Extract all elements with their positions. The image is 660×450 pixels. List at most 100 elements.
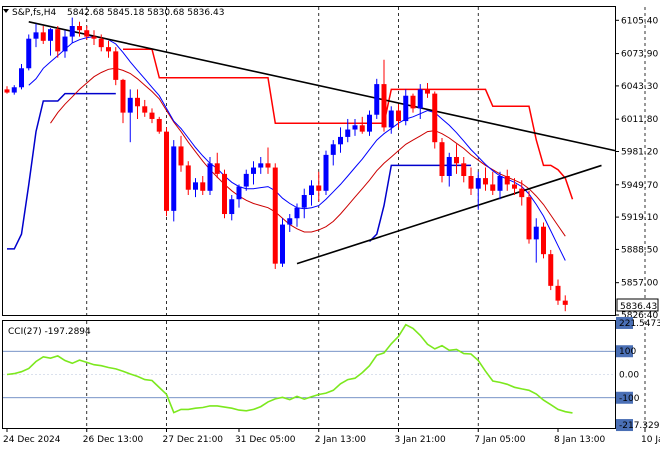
candle-body <box>84 30 90 37</box>
cci-axis-label-bg <box>616 345 633 358</box>
candle-body <box>142 106 148 113</box>
candle-body <box>439 142 445 176</box>
time-axis-label: 27 Dec 21:00 <box>163 435 224 445</box>
candle-body <box>69 26 75 37</box>
cci-title: CCI(27) -197.2894 <box>8 327 91 337</box>
candle-body <box>98 38 104 48</box>
candle-body <box>541 226 546 255</box>
candle-body <box>425 89 430 94</box>
time-axis-label: 31 Dec 05:00 <box>235 435 296 445</box>
candle-body <box>11 87 17 93</box>
candle-body <box>55 29 61 52</box>
candle-body <box>504 175 510 185</box>
slow-ma-line <box>50 67 566 237</box>
cci-axis-label: 100 <box>619 347 636 357</box>
candle-body <box>330 144 336 155</box>
price-axis-label: 6043.30 <box>621 82 658 92</box>
candle-body <box>526 197 532 240</box>
candle-body <box>316 185 322 191</box>
candle-body <box>229 199 235 215</box>
candle-body <box>156 118 162 132</box>
candle-body <box>4 89 10 93</box>
candle-body <box>410 95 416 109</box>
candle-body <box>222 173 227 215</box>
time-axis-label: 3 Jan 21:00 <box>395 435 447 445</box>
candle-body <box>352 125 358 130</box>
cci-axis-label-bg <box>616 391 633 404</box>
cci-line <box>6 323 573 414</box>
symbol-label[interactable]: S&P,fs,H4 <box>12 8 57 18</box>
candle-body <box>388 110 394 128</box>
cci-axis-label: 0.00 <box>619 371 639 381</box>
candle-body <box>512 184 517 189</box>
price-axis-label: 5857.00 <box>621 279 658 289</box>
time-axis-label: 7 Jan 05:00 <box>474 435 526 445</box>
time-axis-label: 26 Dec 13:00 <box>83 435 144 445</box>
candle-body <box>149 112 155 119</box>
candle-body <box>338 136 343 145</box>
candle-body <box>309 185 314 196</box>
trendlines <box>28 21 616 265</box>
candle-body <box>497 175 503 191</box>
cci-axis-label-bg <box>616 419 633 432</box>
candle-body <box>454 156 459 164</box>
candle-body <box>381 84 387 128</box>
candle-body <box>490 184 496 191</box>
candle-body <box>294 207 300 219</box>
candle-body <box>120 79 126 113</box>
candle-body <box>432 93 438 143</box>
candle-body <box>301 195 307 208</box>
candle-body <box>533 226 539 240</box>
candle-body <box>200 182 206 191</box>
cci-axis-label: 221.5473 <box>619 319 660 329</box>
time-axis: 24 Dec 2024 26 Dec 13:00 27 Dec 21:00 31 De… <box>3 428 660 445</box>
svg-text:5836.43: 5836.43 <box>620 302 657 312</box>
candle-body <box>359 125 365 132</box>
candle-body <box>272 167 278 264</box>
candle-body <box>287 218 293 225</box>
symbol-dropdown-icon[interactable] <box>3 9 9 13</box>
candle-body <box>19 68 24 88</box>
candle-body <box>214 163 220 174</box>
candle-body <box>243 173 249 187</box>
price-axis-label: 5888.50 <box>621 245 658 255</box>
candle-body <box>77 26 82 31</box>
candle-body <box>323 154 329 191</box>
candle-body <box>106 47 111 52</box>
candle-body <box>265 163 271 168</box>
price-axis-label: 5826.40 <box>621 311 658 321</box>
candle-body <box>446 156 452 176</box>
trailing-support-line <box>7 92 116 250</box>
price-axis-label: 5919.10 <box>621 213 658 223</box>
cci-axis-label: -100 <box>619 394 640 404</box>
candle-body <box>468 175 474 189</box>
price-axis: 6105.40 6073.90 6043.30 6011.80 5981.20 5949.… <box>615 16 658 321</box>
candle-body <box>40 32 46 41</box>
candle-body <box>171 146 177 211</box>
candle-body <box>374 84 380 115</box>
candle-body <box>475 178 481 189</box>
candles <box>4 17 568 312</box>
price-axis-label: 5981.20 <box>621 147 658 157</box>
price-axis-label: 5949.70 <box>621 181 658 191</box>
candle-body <box>164 131 169 211</box>
cci-series-line <box>6 323 573 414</box>
candle-body <box>562 300 568 305</box>
trailing-support-line <box>368 164 471 243</box>
candle-body <box>403 95 409 122</box>
time-axis-label: 2 Jan 13:00 <box>315 435 367 445</box>
price-axis-label: 6011.80 <box>621 115 658 125</box>
current-price-marker: 5836.43 <box>616 298 659 312</box>
candle-body <box>193 182 198 190</box>
candle-body <box>91 36 97 39</box>
candle-body <box>135 97 140 107</box>
candle-body <box>461 163 467 176</box>
candle-body <box>483 178 488 185</box>
candle-body <box>555 285 561 301</box>
trendline <box>28 21 616 152</box>
candle-body <box>178 146 184 166</box>
candle-body <box>185 165 191 190</box>
